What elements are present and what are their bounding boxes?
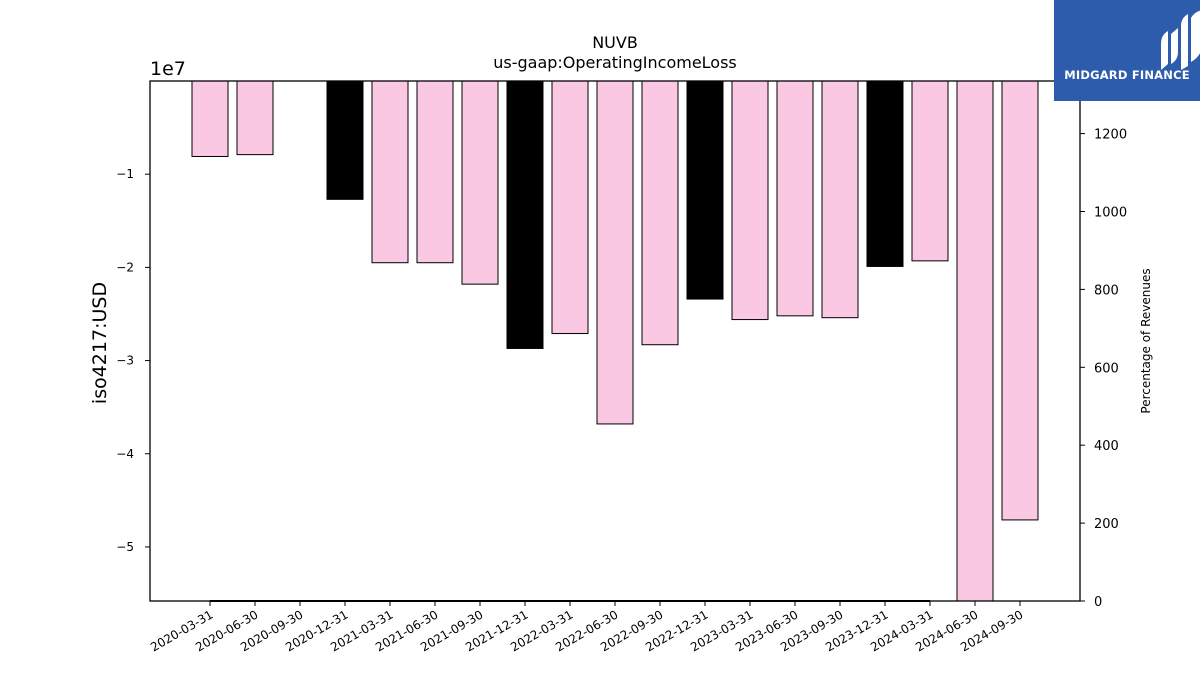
bar-2024-09-30 (1001, 80, 1039, 521)
chart-title: NUVB (592, 33, 638, 52)
bar-2022-09-30 (641, 80, 679, 346)
bar-2020-03-31 (191, 80, 229, 157)
bar-2023-03-31 (731, 80, 769, 321)
y-right-tick-label: 1200 (1094, 128, 1127, 143)
y-right-tick-label: 0 (1094, 595, 1102, 610)
y-tick-label: −4 (116, 447, 134, 461)
y-ticks-left: −1 −2 −3 −4 −5 (116, 167, 150, 554)
x-ticks: 2020-03-312020-06-302020-09-302020-12-31… (148, 601, 1026, 654)
bar-2022-12-31 (686, 80, 724, 300)
bar-2021-03-31 (371, 80, 409, 264)
y-scale-label: 1e7 (150, 58, 186, 80)
bar-2023-09-30 (821, 80, 859, 319)
y-tick-label: −2 (116, 260, 134, 274)
bar-2023-06-30 (776, 80, 814, 317)
y-right-tick-label: 800 (1094, 283, 1119, 298)
y-right-tick-label: 200 (1094, 517, 1119, 532)
brand-logo: MIDGARD FINANCE (1054, 0, 1200, 101)
y-tick-label: −1 (116, 167, 134, 181)
bar-2022-06-30 (596, 80, 634, 425)
bars-layer (191, 80, 1039, 602)
chart-subtitle: us-gaap:OperatingIncomeLoss (493, 53, 737, 72)
brand-name: MIDGARD FINANCE (1064, 68, 1190, 82)
y-right-tick-label: 1000 (1094, 205, 1127, 220)
y-right-axis-label: Percentage of Revenues (1139, 268, 1153, 413)
y-tick-label: −5 (116, 540, 134, 554)
bar-2021-12-31 (506, 80, 544, 349)
y-right-tick-label: 400 (1094, 439, 1119, 454)
bar-2020-06-30 (236, 80, 274, 156)
y-tick-label: −3 (116, 354, 134, 368)
bar-2024-03-31 (911, 80, 949, 262)
bar-2024-06-30 (956, 80, 994, 602)
y-right-tick-label: 600 (1094, 361, 1119, 376)
bar-2021-06-30 (416, 80, 454, 264)
bar-2023-12-31 (866, 80, 904, 267)
y-axis-label: iso4217:USD (89, 282, 111, 404)
bar-2022-03-31 (551, 80, 589, 335)
bar-2020-12-31 (326, 80, 364, 200)
y-ticks-right: 0 200 400 600 800 1000 1200 (1080, 128, 1127, 610)
m-logo-icon (1161, 10, 1200, 70)
bar-2021-09-30 (461, 80, 499, 285)
